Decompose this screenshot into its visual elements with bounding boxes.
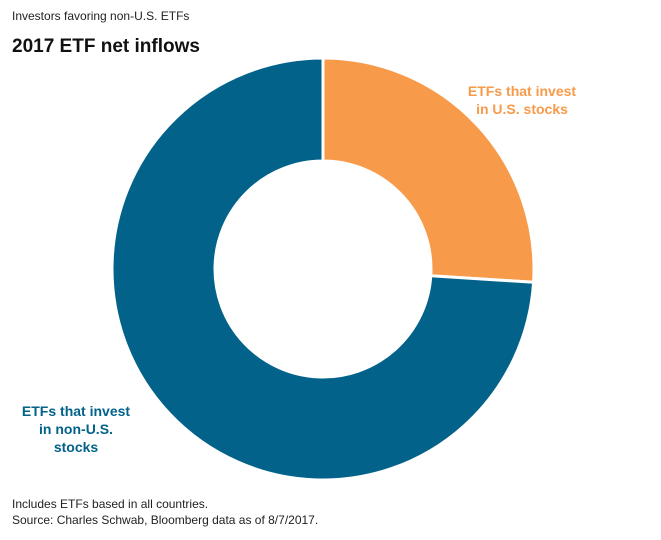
slice-label-non-us-stocks: ETFs that invest in non-U.S. stocks <box>21 403 131 455</box>
footnote-scope: Includes ETFs based in all countries. <box>12 497 209 511</box>
footnote-source: Source: Charles Schwab, Bloomberg data a… <box>12 513 319 527</box>
chart-title: 2017 ETF net inflows <box>12 36 200 57</box>
donut-slice-non-us-stocks <box>110 56 536 482</box>
chart-header-label: Investors favoring non-U.S. ETFs <box>12 9 190 23</box>
donut-slice-us-stocks <box>321 56 536 284</box>
slice-label-us-stocks: ETFs that invest in U.S. stocks <box>467 83 577 117</box>
